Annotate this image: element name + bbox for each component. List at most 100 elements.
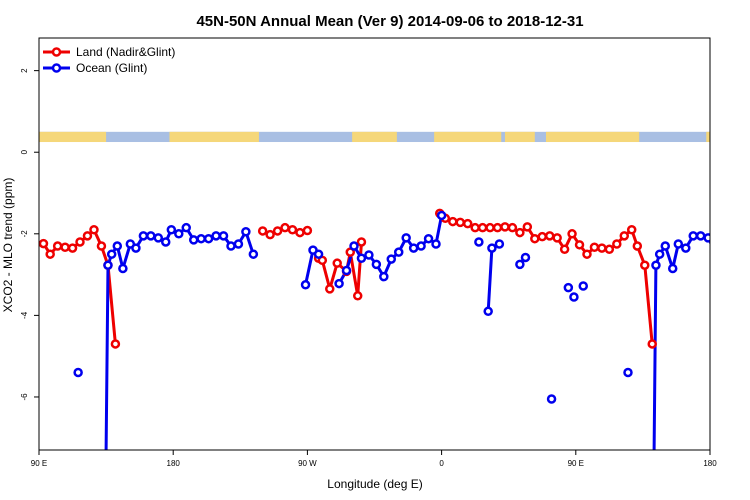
ocean-point: [578, 281, 589, 291]
ocean-point: [146, 231, 156, 241]
land-point: [507, 222, 518, 233]
ocean-point: [349, 241, 359, 251]
land-point: [632, 241, 643, 251]
ocean-point: [379, 271, 389, 282]
land-point: [45, 249, 55, 259]
ocean-point: [667, 263, 678, 274]
ocean-point: [233, 239, 244, 249]
legend-ocean-marker: [51, 63, 62, 73]
legend: Land (Nadir&Glint) Ocean (Glint): [43, 45, 175, 75]
ocean-point: [494, 239, 505, 249]
ocean-point: [681, 243, 691, 253]
ocean-point: [436, 210, 447, 221]
ocean-point: [651, 260, 661, 270]
land-point: [448, 216, 458, 227]
land-point: [492, 222, 503, 233]
ocean-point: [703, 233, 710, 243]
land-point: [96, 241, 107, 251]
ocean-point: [181, 222, 191, 233]
land-point: [52, 241, 63, 251]
land-point: [537, 231, 547, 242]
land-point: [567, 229, 577, 239]
ocean-point: [393, 247, 404, 257]
ocean-point: [431, 239, 441, 249]
land-point: [82, 231, 93, 241]
land-point: [500, 222, 510, 232]
land-point: [302, 225, 313, 236]
land-point: [356, 237, 367, 247]
land-point: [39, 238, 49, 249]
land-point: [287, 224, 298, 235]
y-axis-label: XCO2 - MLO trend (ppm): [1, 178, 15, 313]
land-line-segment: [317, 241, 363, 298]
ocean-point: [196, 233, 206, 244]
ocean-point: [695, 231, 706, 241]
ocean-point: [188, 235, 199, 245]
ocean-point: [371, 259, 382, 270]
ocean-point: [416, 241, 426, 251]
ocean-point: [515, 259, 525, 270]
x-tick-label: 180: [167, 459, 181, 468]
ocean-point: [241, 227, 251, 237]
ocean-point: [688, 231, 698, 241]
ocean-point: [356, 253, 367, 264]
land-point: [574, 240, 585, 250]
land-point: [280, 222, 290, 233]
ocean-point: [364, 250, 374, 260]
land-point: [619, 231, 630, 241]
map-land-3: [434, 131, 502, 143]
y-tick-label: 0: [20, 149, 29, 154]
land-point: [477, 222, 488, 233]
ocean-point: [166, 224, 177, 235]
series-points: [39, 208, 710, 404]
land-point: [110, 339, 121, 349]
ocean-point: [520, 252, 531, 263]
ocean-point: [313, 249, 324, 259]
map-land-4: [504, 131, 535, 143]
ocean-point: [160, 237, 171, 247]
ocean-point: [546, 394, 557, 404]
ocean-point: [334, 278, 344, 289]
land-point: [75, 237, 85, 247]
map-land-0: [39, 131, 107, 143]
legend-land-marker: [51, 47, 62, 57]
land-point: [325, 284, 335, 294]
ocean-point: [73, 367, 83, 378]
land-point: [60, 242, 70, 253]
land-point: [626, 224, 637, 235]
land-point: [515, 227, 525, 238]
ocean-point: [118, 263, 128, 274]
ocean-point: [341, 265, 352, 276]
map-land-1: [169, 131, 259, 143]
x-tick-label: 90 W: [298, 459, 317, 468]
land-point: [552, 233, 562, 243]
land-point: [332, 258, 342, 268]
ocean-point: [106, 249, 117, 259]
ocean-point: [112, 241, 123, 251]
land-point: [295, 227, 305, 238]
ocean-point: [226, 241, 236, 251]
ocean-point: [138, 231, 149, 241]
land-point: [559, 244, 570, 255]
x-tick-label: 90 E: [31, 459, 47, 468]
ocean-point: [654, 249, 665, 259]
chart-title: 45N-50N Annual Mean (Ver 9) 2014-09-06 t…: [196, 13, 583, 30]
ocean-point: [386, 254, 397, 264]
ocean-point: [563, 282, 574, 293]
land-point: [89, 224, 99, 235]
ocean-point: [660, 241, 671, 251]
land-point: [257, 226, 268, 236]
ocean-point: [153, 233, 164, 243]
y-tick-label: -4: [20, 311, 29, 319]
land-point: [455, 217, 465, 228]
land-point: [462, 218, 473, 229]
land-point: [647, 339, 657, 349]
map-strip: [39, 131, 710, 143]
x-axis: 90 E 180 90 W 0 90 E 180: [31, 450, 717, 468]
legend-land-label: Land (Nadir&Glint): [76, 45, 175, 59]
land-point: [470, 222, 480, 233]
ocean-point: [103, 260, 113, 270]
ocean-line-segment: [652, 234, 710, 450]
x-axis-label: Longitude (deg E): [327, 477, 422, 491]
